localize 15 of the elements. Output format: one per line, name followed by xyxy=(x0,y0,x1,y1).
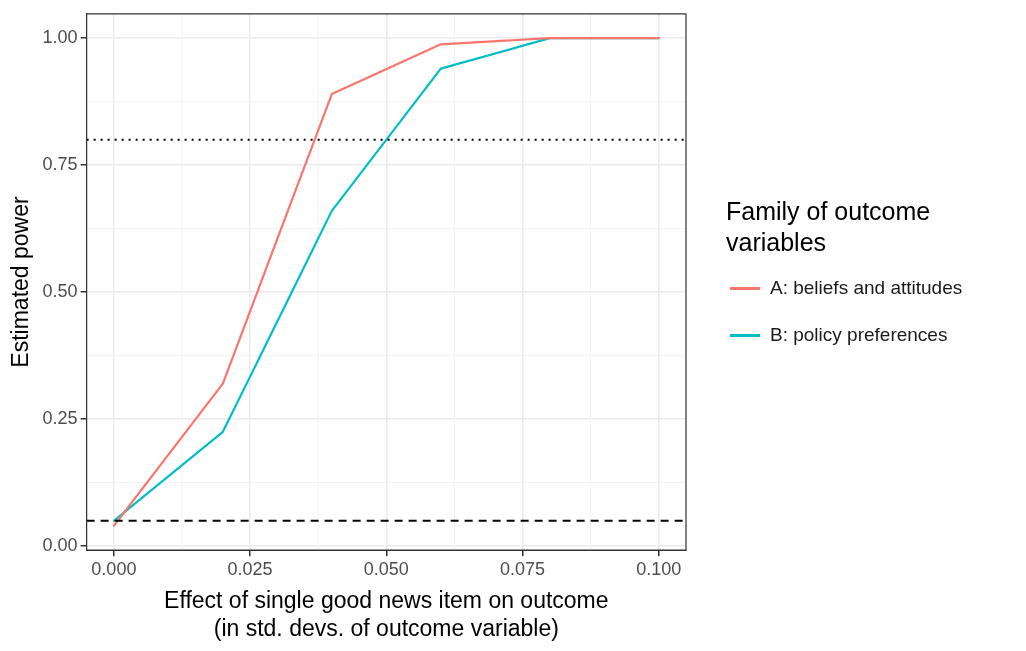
y-tick-label: 1.00 xyxy=(42,27,78,48)
x-tick-label: 0.075 xyxy=(500,558,546,579)
x-tick-label: 0.025 xyxy=(227,558,273,579)
legend-label: A: beliefs and attitudes xyxy=(770,277,963,299)
y-axis-title: Estimated power xyxy=(7,196,34,368)
y-tick-label: 0.75 xyxy=(42,154,78,175)
x-tick-label: 0.050 xyxy=(363,558,409,579)
x-tick-label: 0.000 xyxy=(91,558,137,579)
legend-title: Family of outcome variables xyxy=(726,196,932,258)
y-tick-label: 0.25 xyxy=(42,408,78,429)
y-tick-label: 0.50 xyxy=(42,281,78,302)
x-axis-title: Effect of single good news item on outcome (in std. devs. of outcome variable) xyxy=(164,586,609,641)
legend-label: B: policy preferences xyxy=(770,324,948,346)
x-tick-label: 0.100 xyxy=(636,558,682,579)
y-tick-label: 0.00 xyxy=(42,535,78,556)
